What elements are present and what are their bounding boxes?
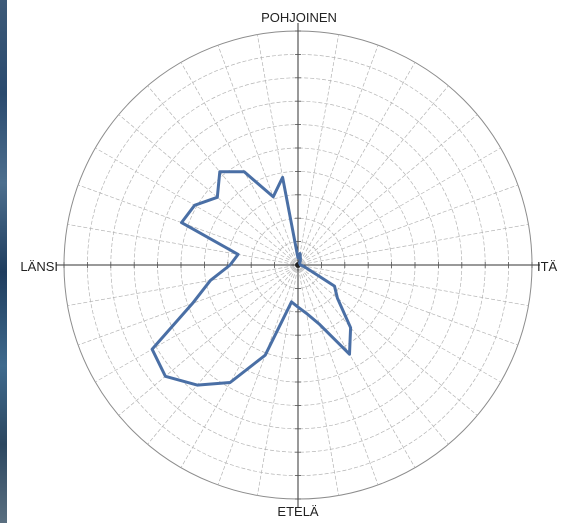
- south-label: ETELÄ: [277, 504, 319, 519]
- grid-spoke: [301, 224, 529, 265]
- grid-spoke: [67, 224, 295, 265]
- series-layer: [150, 170, 353, 387]
- grid-spoke: [300, 114, 478, 263]
- grid-spoke: [180, 62, 297, 262]
- north-label: POHJOINEN: [261, 10, 337, 25]
- grid-spoke: [299, 268, 416, 468]
- grid-spoke: [300, 85, 449, 263]
- east-label: ITÄ: [537, 259, 558, 274]
- grid-spoke: [77, 266, 295, 346]
- grid-spoke: [301, 147, 501, 264]
- grid-spoke: [217, 44, 297, 262]
- grid-spoke: [300, 267, 449, 445]
- grid-spoke: [299, 62, 416, 262]
- west-label: LÄNSI: [20, 259, 58, 274]
- grid-spoke: [300, 267, 478, 416]
- direction-labels: POHJOINEN ITÄ ETELÄ LÄNSI: [20, 10, 557, 519]
- grid-spoke: [301, 184, 519, 264]
- grid-spoke: [217, 268, 297, 486]
- grid-spoke: [147, 267, 296, 445]
- grid-spoke: [118, 114, 296, 263]
- grid-spoke: [301, 265, 529, 306]
- grid-spoke: [118, 267, 296, 416]
- photo-edge-strip: [0, 0, 7, 523]
- grid-spoke: [298, 268, 339, 496]
- series-line: [150, 170, 353, 387]
- grid-spoke: [299, 268, 379, 486]
- grid-spoke: [180, 268, 297, 468]
- grid-spoke: [298, 34, 339, 262]
- polar-axes: [56, 23, 540, 507]
- grid-spoke: [301, 266, 519, 346]
- grid-spoke: [147, 85, 296, 263]
- grid-spoke: [95, 266, 295, 383]
- grid-spoke: [67, 265, 295, 306]
- grid-spoke: [299, 44, 379, 262]
